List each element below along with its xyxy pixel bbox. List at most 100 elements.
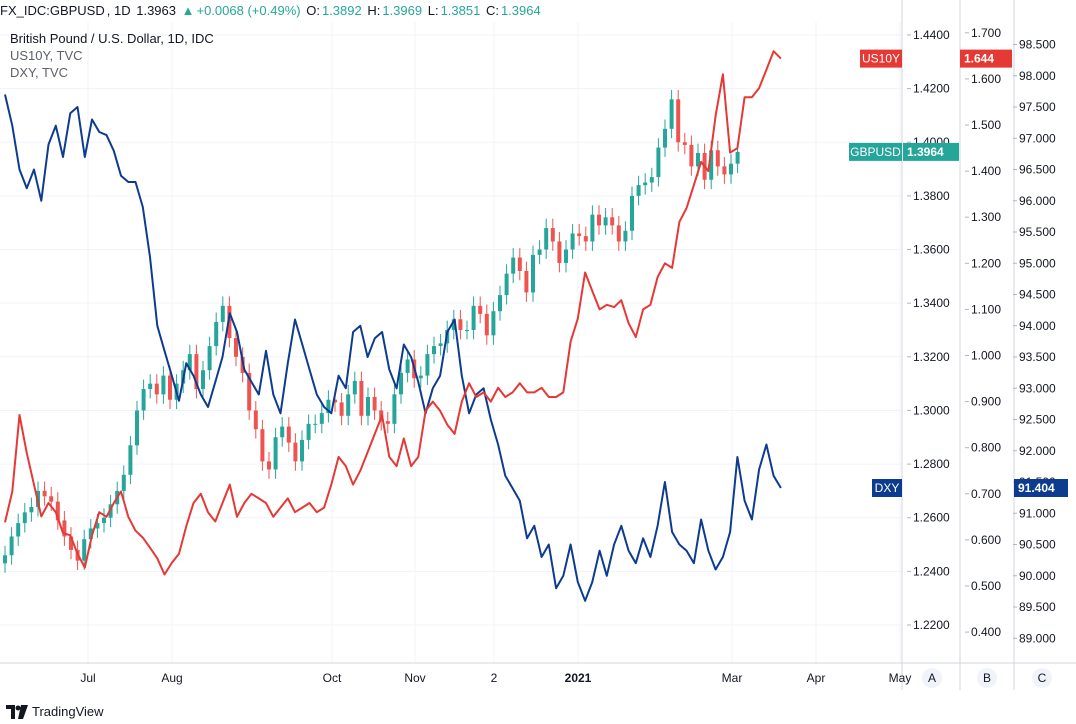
gbpusd-candle xyxy=(458,319,463,330)
gbpusd-candle xyxy=(135,410,139,446)
close-value: 1.3964 xyxy=(500,3,541,18)
x-tick-label: 2 xyxy=(491,671,498,685)
gbpusd-value-tag-label: 1.3964 xyxy=(907,145,944,159)
gbpusd-candle xyxy=(372,397,377,411)
dxy-tick-label: 97.500 xyxy=(1019,100,1056,114)
us10y-name-tag-label: US10Y xyxy=(862,52,900,66)
gbpusd-candle xyxy=(333,399,337,403)
us10y-tick-label: 0.400 xyxy=(971,625,1001,639)
gbpusd-candle xyxy=(656,147,661,178)
gbpusd-tick-label: 1.3400 xyxy=(913,296,950,310)
us10y-line xyxy=(4,50,782,576)
close-label: C: xyxy=(485,3,499,18)
legend-dxy[interactable]: DXY, TVC xyxy=(10,65,69,80)
gbpusd-candle xyxy=(88,528,93,540)
gbpusd-candle xyxy=(676,99,681,143)
last-price: 1.3963 xyxy=(136,3,176,18)
gbpusd-candle xyxy=(207,346,212,371)
gbpusd-candle xyxy=(504,273,509,296)
gbpusd-candle xyxy=(511,257,516,274)
gbpusd-candle xyxy=(465,329,469,331)
gbpusd-candle xyxy=(148,383,153,389)
tradingview-logo-icon xyxy=(6,705,28,719)
gbpusd-candle xyxy=(649,177,654,183)
dxy-tick-label: 92.000 xyxy=(1019,444,1056,458)
interval-label[interactable]: 1D xyxy=(113,3,131,18)
gbpusd-candle xyxy=(280,426,285,438)
gbpusd-candle xyxy=(583,236,588,242)
x-tick-label: Nov xyxy=(404,671,425,685)
up-arrow-icon: ▲ xyxy=(181,3,195,18)
gbpusd-candle xyxy=(498,295,502,312)
dxy-line xyxy=(4,94,782,602)
scale-button xyxy=(1032,668,1052,688)
gbpusd-tick-label: 1.4200 xyxy=(913,82,950,96)
gbpusd-candle xyxy=(524,270,529,293)
brand-name[interactable]: TradingView xyxy=(32,704,104,719)
low-label: L: xyxy=(427,3,439,18)
gbpusd-candle xyxy=(161,375,166,395)
price-change: +0.0068 (+0.49%) xyxy=(196,3,301,18)
gbpusd-tick-label: 1.4400 xyxy=(913,28,950,42)
dxy-tick-label: 98.500 xyxy=(1019,38,1056,52)
symbol-header: FX_IDC:GBPUSD, 1D 1.3963 ▲ +0.0068 (+0.49… xyxy=(0,3,541,18)
gbpusd-candle xyxy=(247,372,252,411)
scale-button xyxy=(977,668,997,688)
gbpusd-candles xyxy=(3,89,740,573)
x-tick-label: Apr xyxy=(807,671,826,685)
gbpusd-candle xyxy=(484,313,489,336)
gbpusd-candle xyxy=(682,142,687,145)
dxy-tick-label: 90.500 xyxy=(1019,538,1056,552)
gbpusd-value-tag xyxy=(903,142,959,161)
gbpusd-candle xyxy=(201,370,205,389)
gbpusd-candle xyxy=(616,225,621,242)
x-tick-label: Oct xyxy=(323,671,342,685)
dxy-tick-label: 95.500 xyxy=(1019,225,1056,239)
gbpusd-candle xyxy=(425,354,430,376)
dxy-value-tag-label: 91.404 xyxy=(1018,481,1055,495)
gbpusd-candle xyxy=(610,217,615,226)
dxy-tick-label: 96.000 xyxy=(1019,194,1056,208)
gbpusd-candle xyxy=(590,214,595,242)
gbpusd-candle xyxy=(359,380,364,416)
gbpusd-candle xyxy=(187,354,192,371)
legend-us10y[interactable]: US10Y, TVC xyxy=(10,48,83,63)
gbpusd-candle xyxy=(623,230,628,242)
gbpusd-tick-label: 1.3600 xyxy=(913,243,950,257)
open-value: 1.3892 xyxy=(321,3,362,18)
symbol-name[interactable]: FX_IDC:GBPUSD xyxy=(0,3,105,18)
x-tick-label: Aug xyxy=(161,671,182,685)
us10y-tick-label: 0.500 xyxy=(971,579,1001,593)
gbpusd-candle xyxy=(49,496,54,502)
gbpusd-candle xyxy=(557,241,562,263)
gbpusd-candle xyxy=(432,346,436,355)
gbpusd-candle xyxy=(267,461,271,470)
gbpusd-candle xyxy=(154,383,159,395)
us10y-tick-label: 1.300 xyxy=(971,210,1001,224)
scale-button xyxy=(922,668,942,688)
gbpusd-candle xyxy=(293,442,298,462)
gbpusd-candle xyxy=(3,555,7,564)
dxy-tick-label: 98.000 xyxy=(1019,69,1056,83)
gbpusd-tick-label: 1.2200 xyxy=(913,618,950,632)
time-axis: Jul Aug Oct Nov 2 2021 Mar Apr May A B C xyxy=(80,668,1052,688)
dxy-name-tag-label: DXY xyxy=(875,481,900,495)
chart-canvas[interactable]: 1.44001.42001.40001.38001.36001.34001.32… xyxy=(0,0,1076,700)
us10y-value-tag xyxy=(960,49,1012,68)
us10y-tick-label: 0.700 xyxy=(971,487,1001,501)
gbpusd-candle xyxy=(709,150,714,180)
gbpusd-candle xyxy=(214,321,219,347)
gbpusd-tick-label: 1.2400 xyxy=(913,564,950,578)
gbpusd-candle xyxy=(95,523,100,529)
gbpusd-candle xyxy=(55,501,60,521)
scale-button-label: B xyxy=(983,671,991,685)
gbpusd-candle xyxy=(478,305,483,314)
dxy-tick-label: 93.000 xyxy=(1019,381,1056,395)
gbpusd-candle xyxy=(715,150,720,167)
gbpusd-candle xyxy=(537,249,542,255)
gbpusd-candle xyxy=(22,512,27,524)
legend-main[interactable]: British Pound / U.S. Dollar, 1D, IDC xyxy=(10,31,214,46)
gbpusd-candle xyxy=(471,305,476,330)
dxy-tick-label: 90.000 xyxy=(1019,569,1056,583)
dxy-tick-label: 96.500 xyxy=(1019,163,1056,177)
